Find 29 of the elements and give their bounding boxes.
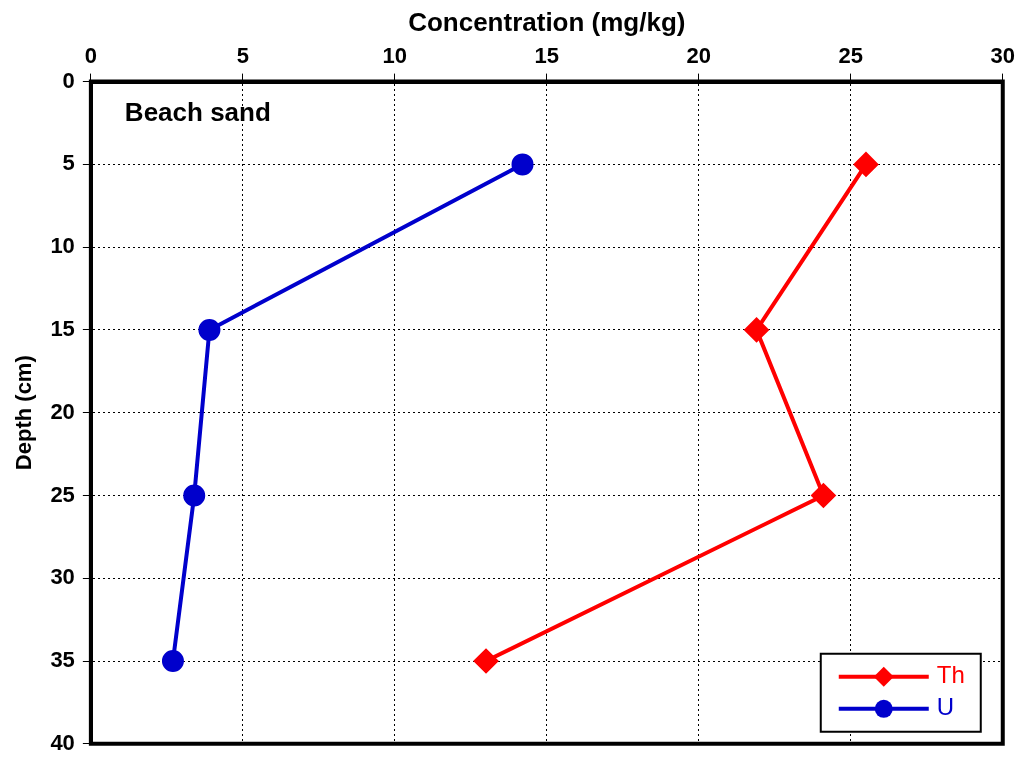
y-axis-title: Depth (cm) [11, 355, 37, 471]
x-tick-label: 10 [382, 43, 408, 69]
y-tick-label: 0 [62, 67, 75, 93]
y-tick-label: 35 [50, 647, 75, 673]
y-tick-label: 15 [50, 315, 75, 341]
x-axis-title: Concentration (mg/kg) [408, 6, 686, 37]
x-tick-label: 5 [236, 43, 249, 69]
y-tick-label: 40 [50, 729, 75, 755]
point [853, 152, 878, 177]
point [198, 318, 221, 341]
legend-label: Th [936, 661, 965, 689]
y-tick-label: 30 [50, 564, 75, 590]
point [161, 650, 184, 673]
point [474, 649, 499, 674]
point [511, 153, 534, 176]
point [811, 483, 836, 508]
point [183, 484, 206, 507]
y-tick-label: 25 [50, 481, 75, 507]
x-tick-label: 30 [990, 43, 1016, 69]
annotation: Beach sand [124, 96, 271, 127]
y-tick-label: 5 [62, 150, 75, 176]
y-tick-label: 20 [50, 398, 75, 424]
x-tick-label: 20 [686, 43, 712, 69]
x-tick-label: 0 [84, 43, 97, 69]
y-tick-label: 10 [50, 233, 75, 259]
point [744, 317, 769, 342]
legend-label: U [936, 693, 955, 721]
x-tick-label: 15 [534, 43, 560, 69]
x-tick-label: 25 [838, 43, 864, 69]
